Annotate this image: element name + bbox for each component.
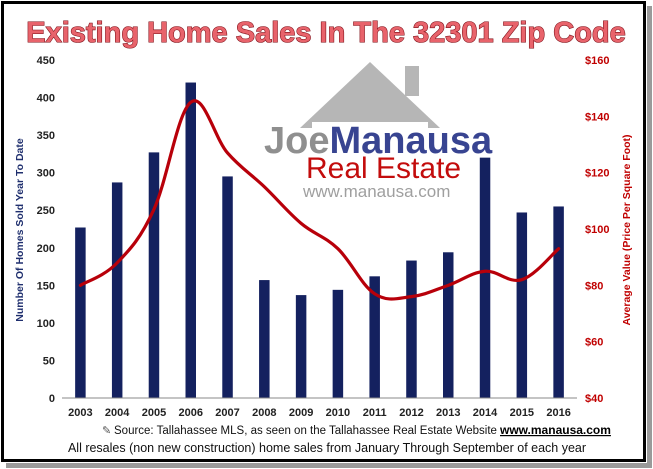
bar-2009 <box>295 295 307 398</box>
logo-website-text: www.manausa.com <box>302 182 450 201</box>
bar-2013 <box>443 252 454 398</box>
right-tick-label: $80 <box>585 280 603 292</box>
bar-2005 <box>148 152 160 398</box>
left-tick-label: 200 <box>37 243 55 255</box>
right-tick-label: $40 <box>585 393 603 405</box>
left-axis-title: Number Of Homes Sold Year To Date <box>14 138 26 322</box>
left-tick-label: 400 <box>37 93 55 105</box>
x-tick-label: 2011 <box>363 407 387 419</box>
bar-2014 <box>479 157 491 398</box>
bar-series <box>75 82 564 399</box>
bar-2008 <box>259 280 270 398</box>
x-tick-label: 2013 <box>436 407 460 419</box>
x-tick-label: 2016 <box>546 407 570 419</box>
x-tick-label: 2006 <box>179 407 203 419</box>
bar-2006 <box>185 82 196 399</box>
right-axis-ticks: $40 $60 $80 $100 $120 $140 $160 <box>585 55 609 405</box>
bar-2016 <box>553 206 564 398</box>
x-tick-label: 2005 <box>142 407 166 419</box>
footnote-text: All resales (non new construction) home … <box>68 441 586 455</box>
left-tick-label: 450 <box>37 55 55 67</box>
x-tick-label: 2004 <box>105 407 130 419</box>
x-tick-label: 2003 <box>68 407 92 419</box>
bar-2003 <box>75 227 86 398</box>
left-tick-label: 300 <box>37 168 55 180</box>
logo-manausa-text: Manausa <box>329 120 492 162</box>
house-roof-icon <box>300 62 440 128</box>
logo-joe-text: Joe <box>264 120 329 162</box>
chart-title: Existing Home Sales In The 32301 Zip Cod… <box>26 17 626 49</box>
left-tick-label: 150 <box>37 280 55 292</box>
left-tick-label: 100 <box>37 318 55 330</box>
x-tick-label: 2009 <box>289 407 313 419</box>
bar-2004 <box>111 182 123 398</box>
svg-text:JoeManausa: JoeManausa <box>264 120 493 162</box>
right-axis-title: Average Value (Price Per Square Foot) <box>621 134 633 325</box>
right-tick-label: $140 <box>585 111 609 123</box>
x-axis-ticks: 2003 2004 2005 2006 2007 2008 2009 2010 2011 2012… <box>68 407 571 419</box>
source-url-link[interactable]: www.manausa.com <box>499 423 611 437</box>
source-text: Source: Tallahassee MLS, as seen on the … <box>114 425 497 437</box>
manausa-logo: JoeManausa Real Estate www.manausa.com <box>264 62 493 201</box>
left-tick-label: 0 <box>49 393 55 405</box>
bar-2015 <box>516 212 528 398</box>
bar-2012 <box>406 260 417 398</box>
x-tick-label: 2007 <box>215 407 239 419</box>
x-tick-label: 2010 <box>326 407 350 419</box>
right-tick-label: $160 <box>585 55 609 67</box>
x-tick-label: 2015 <box>510 407 534 419</box>
frame-shadow-right <box>647 6 652 465</box>
bar-2007 <box>222 176 233 398</box>
left-axis-ticks: 0 50 100 150 200 250 300 350 400 450 <box>37 55 55 405</box>
left-tick-label: 250 <box>37 205 55 217</box>
right-tick-label: $60 <box>585 337 603 349</box>
frame-shadow-bottom <box>6 463 652 468</box>
right-tick-label: $120 <box>585 168 609 180</box>
chimney-icon <box>405 66 419 96</box>
bar-2010 <box>332 289 344 398</box>
left-tick-label: 350 <box>37 130 55 142</box>
bar-2011 <box>369 276 380 398</box>
left-tick-label: 50 <box>43 355 55 367</box>
chart-frame <box>1 1 646 462</box>
price-per-sqft-line <box>78 99 561 301</box>
x-tick-label: 2014 <box>473 407 498 419</box>
source-line: ✎ Source: Tallahassee MLS, as seen on th… <box>102 423 611 437</box>
pointer-icon: ✎ <box>102 425 111 437</box>
right-tick-label: $100 <box>585 224 609 236</box>
x-tick-label: 2012 <box>399 407 423 419</box>
x-tick-label: 2008 <box>252 407 276 419</box>
logo-real-estate-text: Real Estate <box>306 152 461 185</box>
